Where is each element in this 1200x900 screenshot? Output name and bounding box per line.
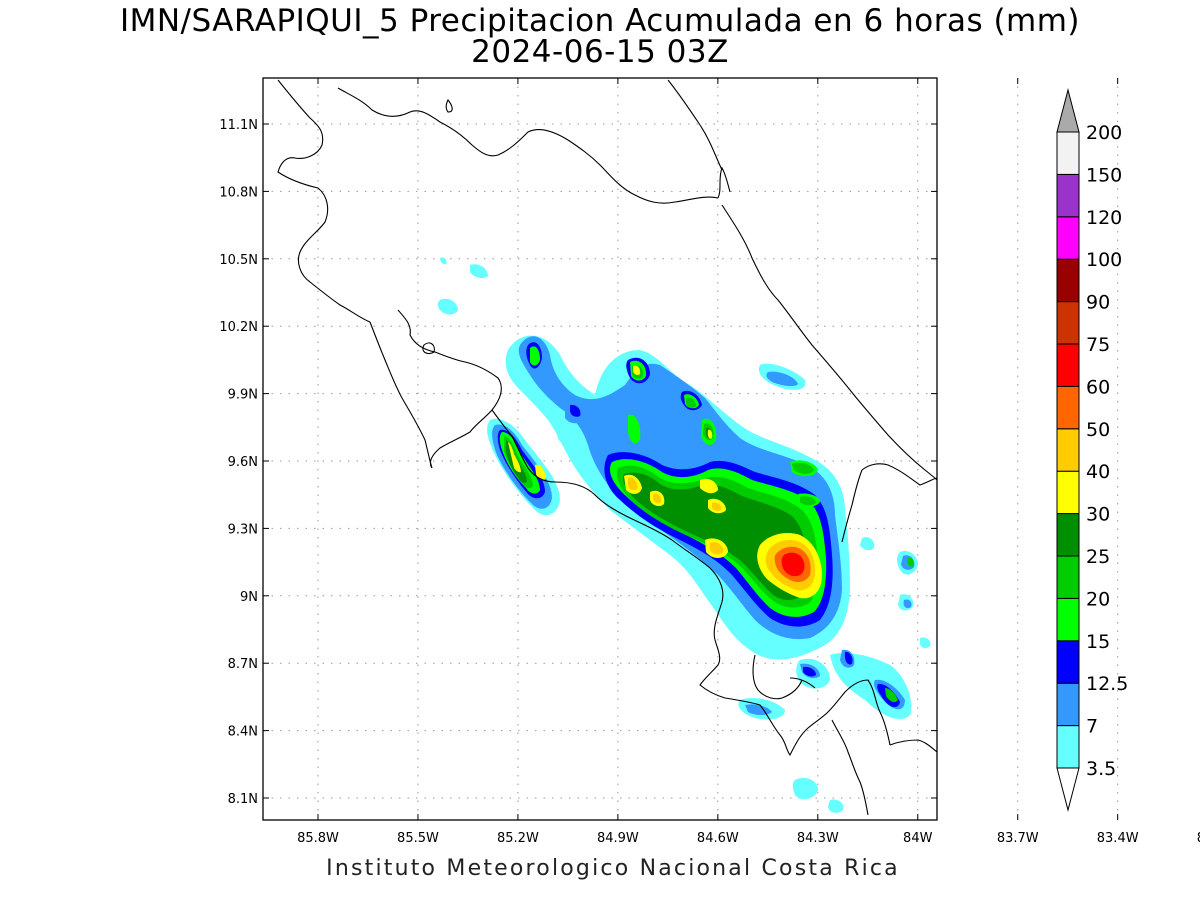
colorbar-box — [1056, 597, 1080, 642]
colorbar-label: 75 — [1086, 334, 1110, 356]
lon-tick-label: 83.1W — [1197, 831, 1200, 846]
lon-tick-label: 84W — [903, 831, 933, 846]
colorbar-label: 90 — [1086, 292, 1110, 314]
lon-tick-label: 83.7W — [997, 831, 1039, 846]
lon-tick-label: 84.3W — [797, 831, 839, 846]
lon-tick-label: 84.6W — [697, 831, 739, 846]
colorbar-box — [1056, 640, 1080, 684]
map-title: IMN/SARAPIQUI_5 Precipitacion Acumulada … — [119, 3, 1081, 39]
colorbar-label: 25 — [1086, 546, 1110, 568]
map-datetime: 2024-06-15 03Z — [471, 34, 729, 70]
plot-frame — [262, 77, 938, 821]
axis-ticks: 85.8W 85.5W 85.2W 84.9W 84.6W 84.3W 84W 83.7W 83… — [219, 78, 1200, 846]
coastlines — [277, 79, 937, 816]
colorbar-label: 12.5 — [1086, 673, 1128, 695]
lat-tick-label: 9.3N — [228, 522, 258, 537]
precip-band-60 — [781, 552, 805, 577]
lon-tick-label: 85.8W — [297, 831, 339, 846]
lat-tick-label: 9.9N — [228, 388, 258, 403]
lat-tick-label: 8.7N — [228, 657, 258, 672]
colorbar-box — [1056, 428, 1080, 472]
colorbar-box — [1056, 343, 1080, 387]
lon-tick-label: 83.4W — [1097, 831, 1139, 846]
colorbar-box — [1056, 216, 1080, 260]
colorbar-label: 50 — [1086, 419, 1110, 441]
lon-tick-label: 85.2W — [497, 831, 539, 846]
colorbar-box — [1056, 513, 1080, 557]
colorbar-label: 60 — [1086, 376, 1110, 398]
colorbar-label: 120 — [1086, 207, 1122, 229]
colorbar-box — [1056, 555, 1080, 599]
colorbar-box — [1056, 131, 1080, 175]
lat-tick-label: 11.1N — [219, 118, 258, 133]
lon-tick-label: 85.5W — [397, 831, 439, 846]
footer-credit: Instituto Meteorologico Nacional Costa R… — [326, 856, 900, 881]
lat-tick-label: 10.2N — [219, 320, 258, 335]
colorbar-label: 40 — [1086, 461, 1110, 483]
colorbar-label: 30 — [1086, 504, 1110, 526]
colorbar-box — [1056, 301, 1080, 345]
colorbar-box — [1056, 258, 1080, 303]
colorbar-box — [1056, 385, 1080, 430]
colorbar-box — [1056, 682, 1080, 727]
colorbar-lower-triangle — [1056, 767, 1080, 812]
lat-tick-label: 10.8N — [219, 185, 258, 200]
colorbar-label: 7 — [1086, 716, 1098, 738]
lat-tick-label: 9N — [240, 590, 258, 605]
colorbar-label: 100 — [1086, 249, 1122, 271]
colorbar-label: 200 — [1086, 122, 1122, 144]
lon-tick-label: 84.9W — [597, 831, 639, 846]
colorbar-upper-triangle — [1056, 88, 1080, 133]
colorbar-box — [1056, 470, 1080, 515]
lat-tick-label: 9.6N — [228, 455, 258, 470]
colorbar-label: 20 — [1086, 588, 1110, 610]
colorbar-label: 150 — [1086, 164, 1122, 186]
lat-tick-label: 10.5N — [219, 253, 258, 268]
colorbar: 3.5 7 12.5 15 20 25 30 40 50 60 75 90 100 120 150 200 — [1056, 88, 1128, 812]
colorbar-box — [1056, 173, 1080, 218]
precipitation-field — [437, 257, 931, 813]
lat-tick-label: 8.1N — [228, 792, 258, 807]
colorbar-label: 15 — [1086, 631, 1110, 653]
colorbar-label: 3.5 — [1086, 758, 1116, 780]
lat-tick-label: 8.4N — [228, 725, 258, 740]
colorbar-box — [1056, 725, 1080, 769]
